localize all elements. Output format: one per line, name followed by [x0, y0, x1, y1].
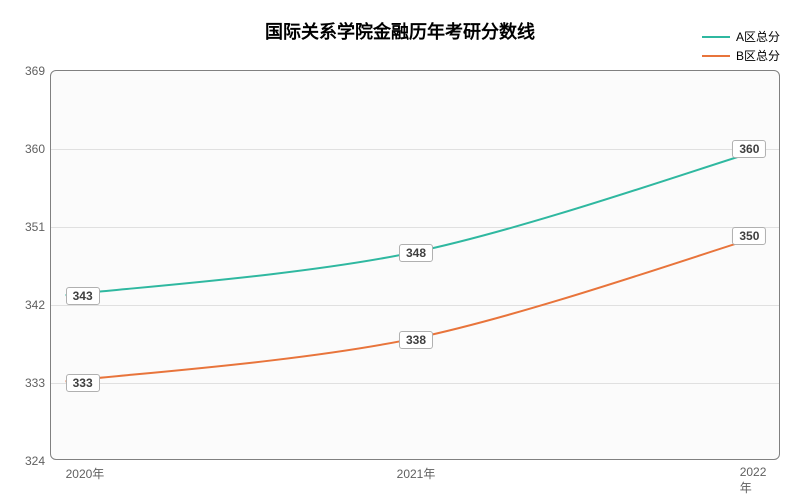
legend-item-b: B区总分 — [702, 47, 780, 64]
series-line — [66, 149, 765, 296]
x-axis-label: 2022年 — [740, 465, 767, 496]
data-label: 360 — [732, 140, 766, 158]
y-axis-label: 324 — [25, 454, 45, 468]
data-label: 350 — [732, 227, 766, 245]
line-layer — [51, 71, 779, 459]
y-axis-label: 351 — [25, 220, 45, 234]
data-label: 338 — [399, 331, 433, 349]
data-label: 333 — [66, 374, 100, 392]
legend-swatch-b — [702, 55, 730, 57]
legend-swatch-a — [702, 36, 730, 38]
legend-label-b: B区总分 — [736, 47, 780, 64]
legend-item-a: A区总分 — [702, 28, 780, 45]
y-axis-label: 369 — [25, 64, 45, 78]
data-label: 348 — [399, 244, 433, 262]
y-axis-label: 342 — [25, 298, 45, 312]
legend-label-a: A区总分 — [736, 28, 780, 45]
legend: A区总分 B区总分 — [702, 28, 780, 66]
chart-title: 国际关系学院金融历年考研分数线 — [265, 18, 535, 44]
x-axis-label: 2021年 — [397, 465, 436, 482]
x-axis-label: 2020年 — [66, 465, 105, 482]
chart-container: 国际关系学院金融历年考研分数线 A区总分 B区总分 324 333 342 351 36… — [0, 0, 800, 500]
y-axis-label: 333 — [25, 376, 45, 390]
data-label: 343 — [66, 287, 100, 305]
y-axis-label: 360 — [25, 142, 45, 156]
plot-area: 3243333423513603692020年2021年2022年3433483… — [50, 70, 780, 460]
